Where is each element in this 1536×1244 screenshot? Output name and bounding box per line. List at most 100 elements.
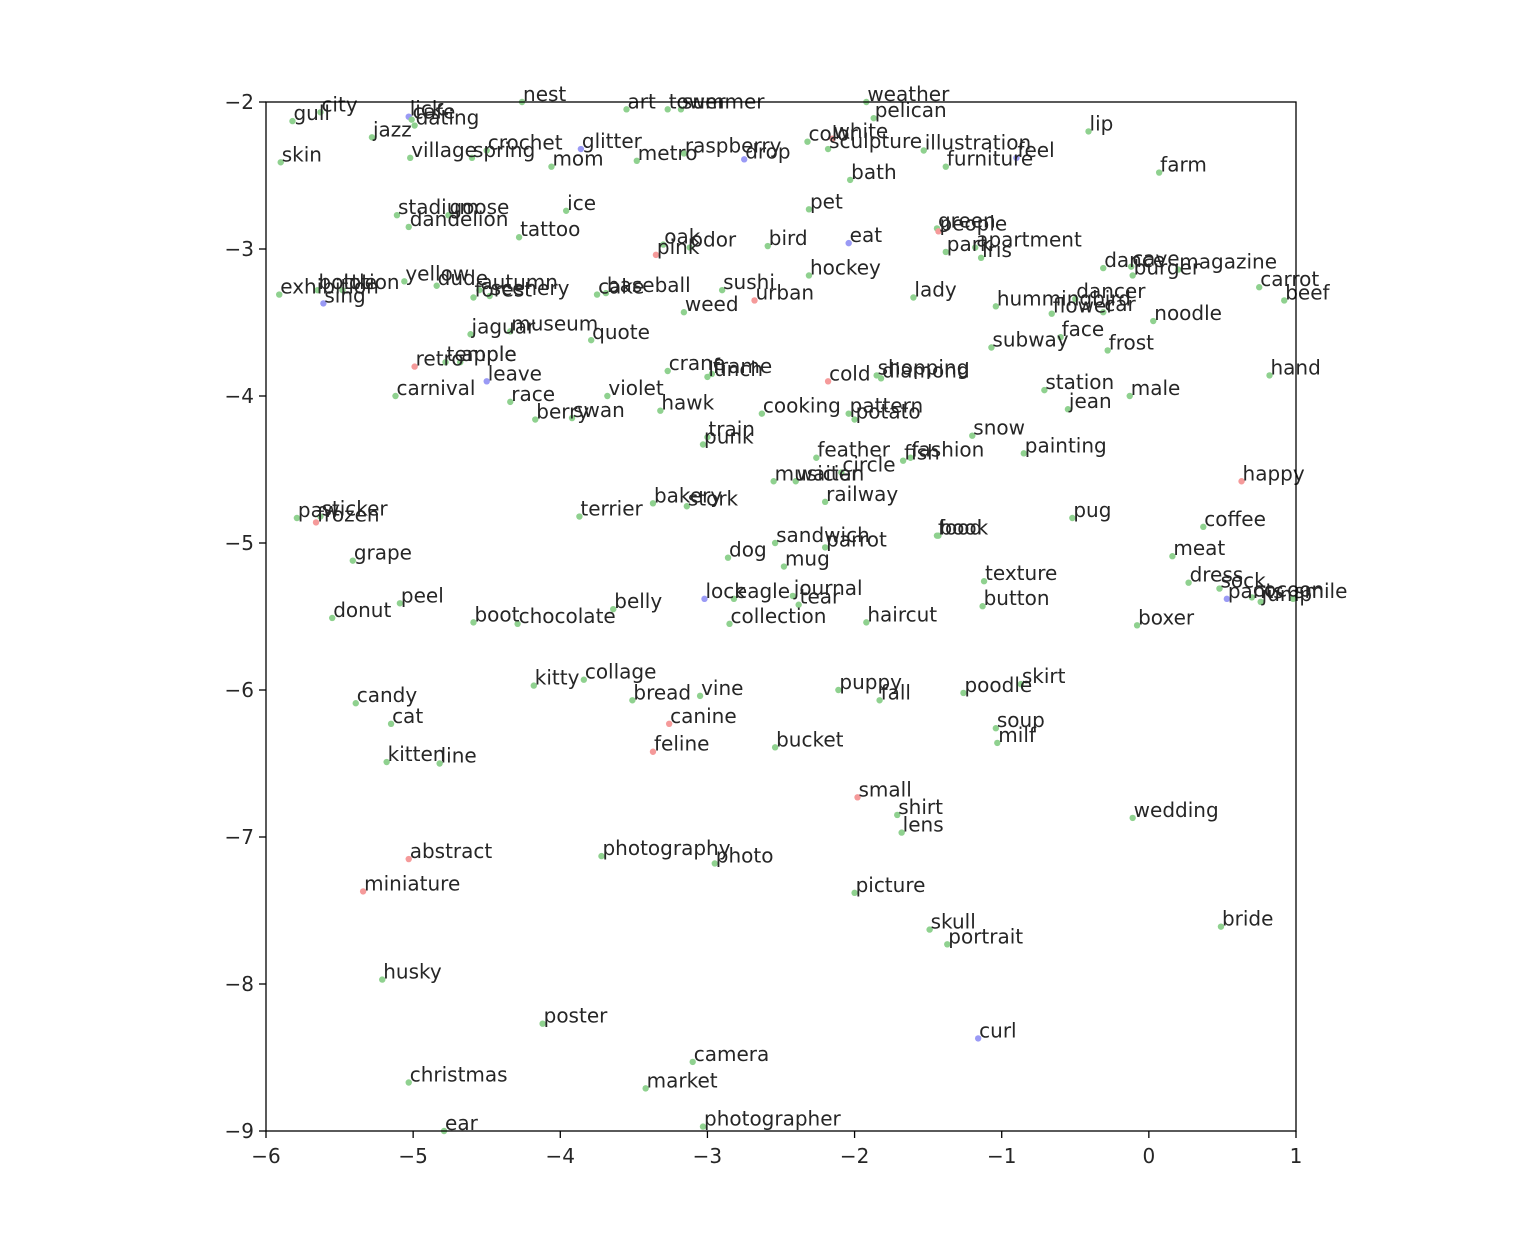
data-point-noodle (1150, 317, 1157, 325)
point-label-shopping: shopping (878, 355, 970, 379)
data-point-collage (580, 676, 588, 683)
data-point-parrot (821, 544, 829, 551)
point-label-berry: berry (536, 400, 589, 424)
data-point-bread (629, 697, 636, 704)
data-point-soup (992, 725, 1000, 732)
data-point-texture (980, 578, 988, 585)
data-point-market (642, 1085, 649, 1092)
point-label-frost: frost (1109, 330, 1154, 354)
point-label-bucket: bucket (776, 727, 844, 751)
point-label-shirt: shirt (898, 795, 943, 819)
point-label-white: white (834, 119, 889, 143)
data-point-furniture (942, 163, 949, 170)
point-label-snow: snow (973, 416, 1025, 440)
data-point-sculpture (824, 145, 832, 153)
point-label-railway: railway (826, 482, 898, 506)
data-point-hummingbird (992, 303, 1000, 310)
point-label-odor: odor (691, 228, 737, 252)
point-label-small: small (859, 777, 912, 801)
data-point-burger (1129, 272, 1136, 279)
point-label-magazine: magazine (1179, 250, 1277, 274)
data-point-bottle (314, 286, 321, 294)
x-tick-label: 0 (1142, 1144, 1155, 1168)
point-label-fall: fall (881, 680, 911, 704)
data-point-subway (988, 344, 995, 351)
data-point-forest (470, 294, 477, 301)
point-label-oak: oak (664, 225, 700, 249)
point-label-ice: ice (567, 191, 596, 215)
point-label-market: market (647, 1068, 718, 1092)
point-label-raspberry: raspberry (685, 133, 782, 157)
data-point-bucket (771, 744, 779, 751)
point-label-gull: gull (293, 101, 329, 125)
point-label-canine: canine (670, 704, 736, 728)
data-point-sock (1216, 585, 1223, 592)
point-label-photography: photography (602, 836, 730, 860)
data-point-sing (320, 300, 327, 307)
data-point-bird (764, 242, 771, 250)
point-label-chocolate: chocolate (519, 604, 616, 628)
data-point-fish (899, 457, 907, 464)
data-point-vine (696, 692, 704, 700)
y-tick-label: −3 (225, 237, 254, 261)
data-point-autumn (476, 286, 483, 294)
point-label-meat: meat (1173, 536, 1225, 560)
point-label-sticker: sticker (321, 497, 388, 521)
point-label-burger: burger (1134, 255, 1201, 279)
point-label-soup: soup (997, 708, 1045, 732)
data-point-cave (1128, 263, 1135, 270)
data-point-milf (994, 739, 1001, 747)
data-point-circle (838, 469, 845, 476)
point-label-boot: boot (474, 602, 519, 626)
point-label-spring: spring (473, 138, 535, 162)
data-point-carrot (1256, 284, 1263, 291)
point-label-portrait: portrait (948, 924, 1023, 948)
data-point-line (436, 760, 443, 767)
point-label-crane: crane (669, 351, 725, 375)
data-point-feel (1013, 154, 1020, 162)
point-label-color: color (808, 122, 858, 146)
plot-frame (265, 101, 1297, 1132)
point-label-terrier: terrier (580, 497, 643, 521)
data-point-gull (289, 117, 296, 125)
data-point-tower (664, 106, 671, 113)
data-point-white (829, 135, 836, 142)
point-label-vine: vine (701, 676, 743, 700)
point-label-autumn: autumn (480, 270, 558, 294)
data-point-skull (926, 926, 933, 933)
data-point-hockey (805, 272, 813, 279)
point-label-jean: jean (1068, 389, 1112, 413)
point-label-face: face (1062, 317, 1105, 341)
point-label-cocoon: cocoon (1253, 577, 1324, 601)
data-point-city (317, 109, 324, 116)
point-label-grape: grape (354, 541, 412, 565)
data-point-bath (846, 176, 854, 184)
data-point-kitty (530, 682, 537, 689)
point-label-happy: happy (1243, 461, 1305, 485)
data-point-oak (660, 241, 667, 248)
data-point-terrier (576, 513, 583, 520)
point-label-bride: bride (1222, 907, 1273, 931)
data-point-curl (974, 1035, 982, 1042)
data-point-face (1057, 334, 1064, 341)
data-point-swan (568, 414, 576, 422)
point-label-camera: camera (694, 1042, 770, 1066)
data-point-drop (741, 156, 748, 163)
data-point-ice (562, 207, 570, 214)
data-point-lotion (339, 286, 346, 294)
point-label-skin: skin (282, 142, 322, 166)
point-label-feline: feline (654, 732, 709, 756)
data-point-apple (457, 358, 464, 366)
data-point-lip (1085, 128, 1092, 135)
point-label-bottle: bottle (319, 270, 377, 294)
y-tick-label: −8 (225, 972, 254, 996)
data-point-cold (824, 378, 832, 385)
data-point-smile (1289, 595, 1297, 603)
data-point-dandelion (405, 223, 412, 231)
data-point-pet (805, 206, 813, 213)
point-label-metro: metro (638, 141, 698, 165)
data-point-station (1041, 386, 1048, 394)
data-point-art (623, 106, 630, 113)
data-point-village (407, 154, 414, 162)
point-label-lunch: lunch (708, 357, 763, 381)
